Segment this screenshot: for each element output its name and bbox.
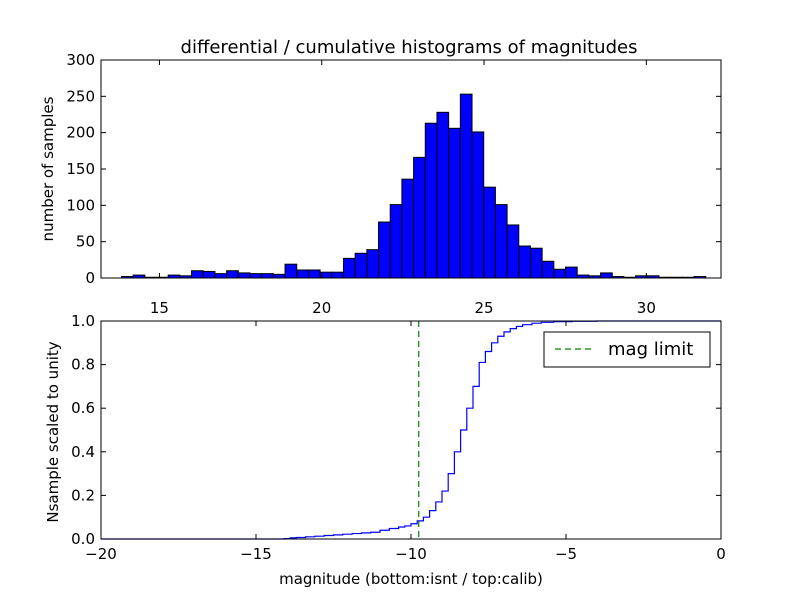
legend: mag limit bbox=[543, 331, 711, 368]
y-tick-label: 0.4 bbox=[71, 443, 95, 461]
y-tick-label: 1.0 bbox=[71, 312, 95, 330]
x-tick-label: 25 bbox=[474, 299, 493, 317]
x-tick-label: 15 bbox=[150, 299, 169, 317]
legend-box bbox=[543, 331, 711, 368]
x-tick-label: −15 bbox=[240, 545, 272, 563]
histogram-bar bbox=[471, 131, 485, 279]
histogram-bar bbox=[565, 266, 578, 279]
histogram-bar bbox=[237, 272, 251, 279]
y-tick-label: 0.8 bbox=[71, 356, 95, 374]
y-tick-label: 300 bbox=[66, 51, 95, 69]
cumulative-lines bbox=[101, 320, 721, 540]
y-tick-label: 100 bbox=[66, 196, 95, 214]
histogram-bar bbox=[424, 122, 438, 279]
chart-title: differential / cumulative histograms of … bbox=[181, 37, 638, 58]
top-plot-frame bbox=[100, 59, 722, 279]
histogram-bar bbox=[366, 249, 380, 279]
histogram-bar bbox=[226, 270, 239, 279]
histogram-bar bbox=[261, 273, 274, 279]
histogram-bar bbox=[413, 156, 426, 279]
y-tick-label: 0 bbox=[85, 269, 95, 287]
histogram-bar bbox=[518, 245, 531, 279]
bottom-y-axis-label: Nsample scaled to unity bbox=[44, 341, 62, 522]
histogram-bar bbox=[284, 263, 298, 279]
histogram-bar bbox=[296, 269, 309, 279]
histogram-bar bbox=[600, 272, 613, 279]
y-tick-label: 200 bbox=[66, 124, 95, 142]
histogram-bar bbox=[272, 273, 286, 279]
y-tick-label: 0.0 bbox=[71, 530, 95, 548]
cumulative-step-line bbox=[101, 320, 721, 540]
histogram-bar bbox=[541, 260, 555, 279]
y-tick-label: 0.6 bbox=[71, 399, 95, 417]
histogram-bar bbox=[494, 204, 508, 279]
x-tick-label: 20 bbox=[312, 299, 331, 317]
histogram-bar bbox=[459, 93, 473, 279]
x-tick-label: 30 bbox=[637, 299, 656, 317]
histogram-bar bbox=[553, 268, 567, 279]
y-tick-label: 250 bbox=[66, 87, 95, 105]
histogram-bar bbox=[436, 111, 450, 279]
bottom-y-ticks: 0.0 0.2 0.4 0.6 0.8 1.0 bbox=[71, 312, 721, 548]
top-y-axis-label: number of samples bbox=[39, 96, 57, 241]
bottom-cumulative-panel: 0.0 0.2 0.4 0.6 0.8 1.0 −20 −15 −10 −5 0 mag limi… bbox=[44, 312, 726, 588]
histogram-bar bbox=[448, 127, 461, 279]
histogram-bar bbox=[342, 257, 356, 279]
histogram-bar bbox=[401, 178, 415, 279]
x-tick-label: −10 bbox=[395, 545, 427, 563]
x-tick-label: −20 bbox=[85, 545, 117, 563]
x-tick-label: −5 bbox=[555, 545, 577, 563]
legend-label-mag-limit: mag limit bbox=[608, 339, 693, 360]
bottom-x-ticks: −20 −15 −10 −5 0 bbox=[85, 321, 726, 563]
histogram-bar bbox=[307, 269, 321, 279]
histogram-bar bbox=[378, 221, 391, 279]
histogram-bar bbox=[354, 252, 368, 279]
histogram-bar bbox=[331, 271, 344, 279]
histogram-bar bbox=[191, 270, 204, 279]
bottom-plot-frame bbox=[100, 320, 722, 540]
histogram-bar bbox=[389, 204, 403, 279]
histogram-bar bbox=[202, 270, 216, 279]
histogram-bar bbox=[249, 273, 263, 279]
y-tick-label: 150 bbox=[66, 160, 95, 178]
x-tick-label: 0 bbox=[716, 545, 726, 563]
histogram-bar bbox=[506, 224, 520, 279]
histogram-bar bbox=[214, 273, 228, 279]
histogram-bar bbox=[483, 186, 496, 279]
y-tick-label: 0.2 bbox=[71, 486, 95, 504]
y-tick-label: 50 bbox=[76, 233, 95, 251]
top-y-ticks: 0 50 100 150 200 250 300 bbox=[66, 51, 721, 287]
top-histogram-panel: differential / cumulative histograms of … bbox=[39, 37, 722, 317]
bottom-x-axis-label: magnitude (bottom:isnt / top:calib) bbox=[279, 570, 543, 588]
histogram-bar bbox=[529, 247, 543, 279]
top-x-ticks: 15 20 25 30 bbox=[150, 60, 656, 317]
